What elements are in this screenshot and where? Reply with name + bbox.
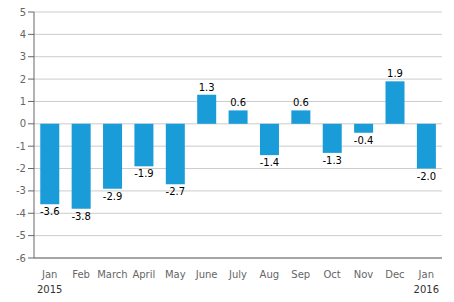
svg-text:1.9: 1.9 bbox=[387, 68, 403, 79]
svg-text:4: 4 bbox=[20, 29, 26, 40]
svg-text:July: July bbox=[228, 269, 247, 280]
svg-text:June: June bbox=[195, 269, 218, 280]
svg-text:Feb: Feb bbox=[72, 269, 90, 280]
svg-text:-6: -6 bbox=[16, 253, 26, 264]
svg-text:-2.9: -2.9 bbox=[103, 191, 123, 202]
svg-text:-1.9: -1.9 bbox=[134, 168, 154, 179]
svg-text:-1.4: -1.4 bbox=[260, 157, 280, 168]
svg-text:1.3: 1.3 bbox=[199, 82, 215, 93]
svg-text:Oct: Oct bbox=[324, 269, 341, 280]
svg-text:Nov: Nov bbox=[354, 269, 374, 280]
svg-text:-2.7: -2.7 bbox=[166, 186, 186, 197]
svg-text:2: 2 bbox=[20, 74, 26, 85]
svg-text:-2.0: -2.0 bbox=[417, 171, 437, 182]
svg-text:-0.4: -0.4 bbox=[354, 135, 374, 146]
svg-text:-3.6: -3.6 bbox=[40, 206, 60, 217]
svg-text:2015: 2015 bbox=[37, 284, 62, 295]
svg-text:-2: -2 bbox=[16, 163, 26, 174]
svg-text:-3: -3 bbox=[16, 185, 26, 196]
svg-text:Jan: Jan bbox=[41, 269, 57, 280]
svg-text:0.6: 0.6 bbox=[293, 97, 309, 108]
svg-text:Jan: Jan bbox=[418, 269, 434, 280]
svg-text:-1.3: -1.3 bbox=[322, 155, 342, 166]
svg-text:-3.8: -3.8 bbox=[71, 211, 91, 222]
svg-text:Dec: Dec bbox=[385, 269, 404, 280]
svg-text:5: 5 bbox=[20, 7, 26, 18]
svg-text:3: 3 bbox=[20, 51, 26, 62]
svg-text:0.6: 0.6 bbox=[230, 97, 246, 108]
svg-text:Aug: Aug bbox=[260, 269, 280, 280]
svg-text:Sep: Sep bbox=[291, 269, 310, 280]
svg-text:0: 0 bbox=[20, 118, 26, 129]
svg-text:April: April bbox=[132, 269, 155, 280]
svg-text:-4: -4 bbox=[16, 208, 26, 219]
svg-text:May: May bbox=[165, 269, 186, 280]
svg-text:1: 1 bbox=[20, 96, 26, 107]
svg-text:-5: -5 bbox=[16, 230, 26, 241]
svg-text:March: March bbox=[97, 269, 127, 280]
svg-text:-1: -1 bbox=[16, 141, 26, 152]
svg-text:2016: 2016 bbox=[414, 284, 439, 295]
